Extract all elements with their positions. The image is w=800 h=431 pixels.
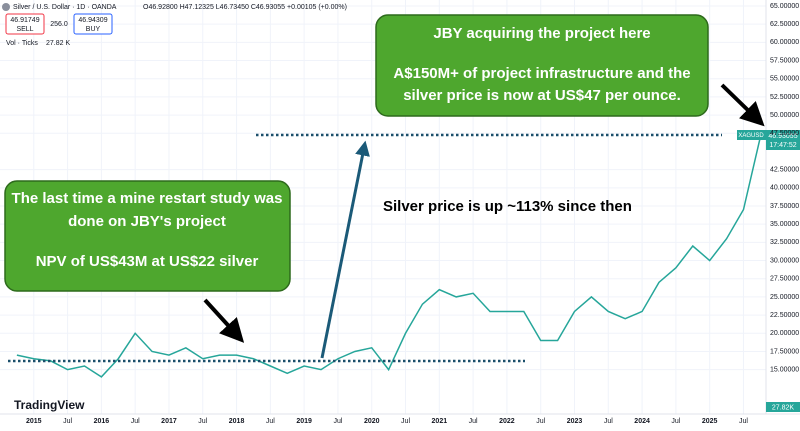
- y-tick-label: 27.50000: [770, 276, 799, 283]
- price-line: [16, 136, 762, 378]
- x-tick-label: 2023: [567, 418, 583, 425]
- annotation-box: [4, 180, 291, 292]
- annotation-text: NPV of US$43M at US$22 silver: [36, 253, 259, 270]
- sell-label: SELL: [16, 26, 33, 33]
- buy-button[interactable]: [73, 13, 113, 35]
- symbol: Silver / U.S. Dollar · 1D · OANDA: [13, 4, 117, 11]
- y-tick-label: 57.50000: [770, 57, 799, 64]
- annotation-box: [375, 14, 709, 117]
- y-tick-label: 47.50000: [770, 130, 799, 137]
- ohlc: O46.92800 H47.12325 L46.73450 C46.93055 …: [143, 4, 347, 11]
- y-tick-label: 25.00000: [770, 294, 799, 301]
- y-tick-label: 40.00000: [770, 185, 799, 192]
- x-tick-label: 2017: [161, 418, 177, 425]
- x-tick-label: Jul: [604, 418, 613, 425]
- x-tick-label: Jul: [536, 418, 545, 425]
- sell-button[interactable]: [5, 13, 45, 35]
- x-tick-label: Jul: [739, 418, 748, 425]
- volume-value: 27.82 K: [46, 40, 70, 47]
- x-tick-label: 2021: [432, 418, 448, 425]
- note: Silver price is up ~113% since then: [383, 198, 632, 215]
- tag-symbol-bg: [737, 130, 766, 140]
- annotation-text: done on JBY's project: [68, 213, 226, 230]
- tag-volume: 27.82K: [772, 404, 795, 411]
- tag-price: 46.93055: [768, 133, 797, 140]
- tag-price-bg: [766, 130, 800, 150]
- y-tick-label: 17.50000: [770, 348, 799, 355]
- sell-price: 46.91749: [10, 17, 39, 24]
- tag-volume-bg: [766, 402, 800, 412]
- y-tick-label: 55.00000: [770, 76, 799, 83]
- y-tick-label: 60.00000: [770, 39, 799, 46]
- x-tick-label: 2019: [296, 418, 312, 425]
- x-tick-label: Jul: [131, 418, 140, 425]
- y-tick-label: 52.50000: [770, 94, 799, 101]
- x-tick-label: Jul: [469, 418, 478, 425]
- x-tick-label: 2020: [364, 418, 380, 425]
- y-tick-label: 35.00000: [770, 221, 799, 228]
- y-tick-label: 42.50000: [770, 166, 799, 173]
- arrow: [203, 298, 245, 343]
- y-tick-label: 22.50000: [770, 312, 799, 319]
- annotation-text: The last time a mine restart study was: [12, 190, 283, 207]
- x-tick-label: Jul: [63, 418, 72, 425]
- arrow: [720, 83, 765, 127]
- volume-label: Vol · Ticks: [6, 40, 38, 47]
- annotation-text: A$150M+ of project infrastructure and th…: [393, 65, 690, 82]
- spread: 256.0: [50, 21, 68, 28]
- x-tick-label: 2016: [94, 418, 110, 425]
- x-tick-label: 2018: [229, 418, 245, 425]
- x-tick-label: 2024: [634, 418, 650, 425]
- x-tick-label: Jul: [266, 418, 275, 425]
- symbol-icon: [2, 3, 10, 11]
- y-tick-label: 32.50000: [770, 239, 799, 246]
- x-tick-label: Jul: [401, 418, 410, 425]
- tag-symbol: XAGUSD: [738, 133, 764, 139]
- annotation-text: silver price is now at US$47 per ounce.: [403, 87, 681, 104]
- y-tick-label: 37.50000: [770, 203, 799, 210]
- x-tick-label: Jul: [671, 418, 680, 425]
- y-tick-label: 65.00000: [770, 3, 799, 10]
- up-arrow: [320, 140, 370, 359]
- y-tick-label: 15.00000: [770, 366, 799, 373]
- buy-label: BUY: [86, 26, 101, 33]
- plot: [16, 136, 762, 378]
- y-tick-label: 20.00000: [770, 330, 799, 337]
- x-tick-label: 2015: [26, 418, 42, 425]
- x-tick-label: 2022: [499, 418, 515, 425]
- logo: TradingView: [14, 398, 85, 412]
- x-tick-label: Jul: [333, 418, 342, 425]
- y-tick-label: 50.00000: [770, 112, 799, 119]
- y-tick-label: 30.00000: [770, 257, 799, 264]
- buy-price: 46.94309: [78, 17, 107, 24]
- x-tick-label: Jul: [198, 418, 207, 425]
- y-tick-label: 62.50000: [770, 21, 799, 28]
- annotation-text: JBY acquiring the project here: [433, 25, 650, 42]
- x-tick-label: 2025: [702, 418, 718, 425]
- tag-time: 17:47:52: [769, 142, 796, 149]
